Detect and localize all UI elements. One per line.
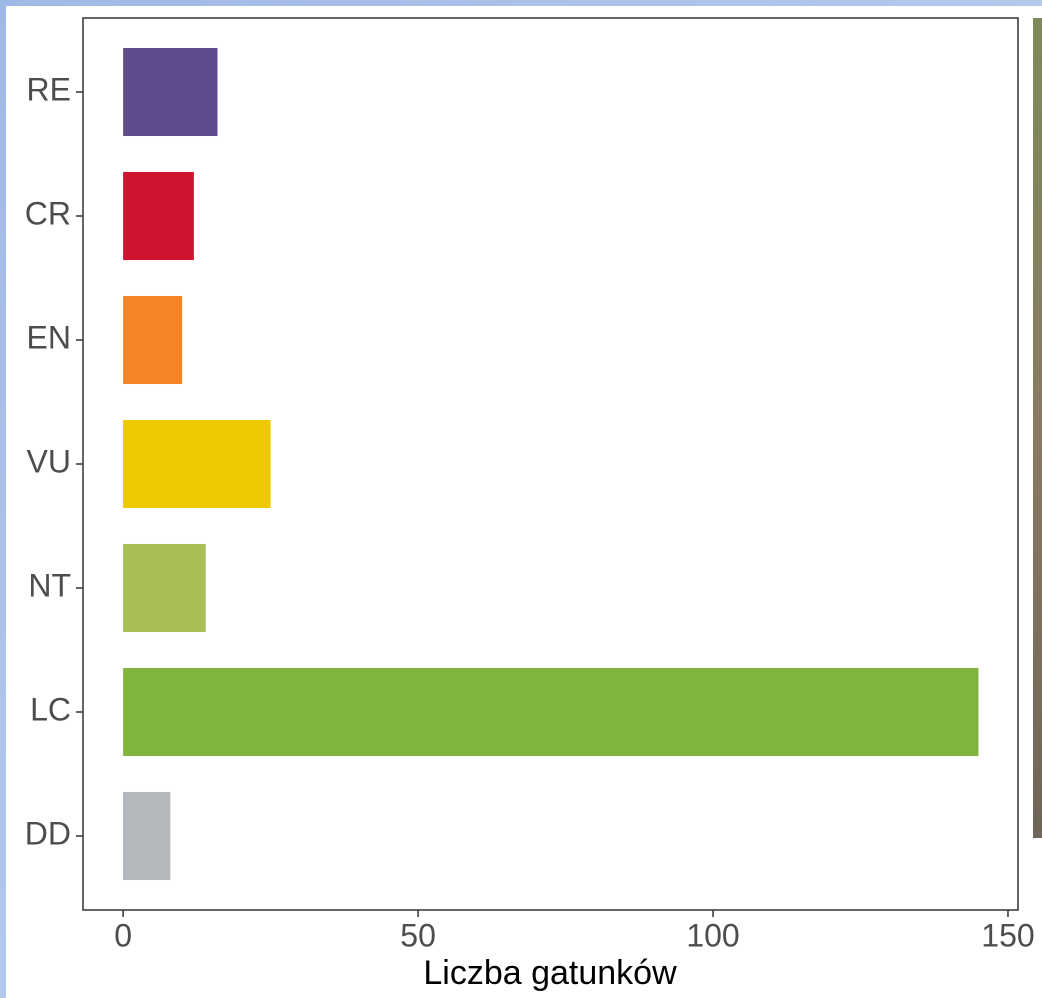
bar: [123, 543, 206, 633]
y-tick-label: LC: [30, 691, 71, 727]
x-tick-label: 0: [114, 917, 132, 953]
x-axis-label: Liczba gatunków: [423, 954, 677, 992]
y-tick-label: VU: [27, 443, 71, 479]
bar: [123, 47, 218, 137]
y-tick-label: DD: [25, 815, 71, 851]
bar: [123, 295, 183, 385]
bar: [123, 419, 271, 509]
bar: [123, 791, 171, 881]
bar: [123, 667, 979, 757]
y-tick-label: CR: [25, 195, 71, 231]
y-tick-label: EN: [27, 319, 71, 355]
bar: [123, 171, 194, 261]
photo-edge: [1033, 18, 1042, 838]
x-tick-label: 50: [400, 917, 436, 953]
y-tick-label: RE: [27, 71, 71, 107]
y-tick-label: NT: [28, 567, 71, 603]
x-tick-label: 100: [686, 917, 739, 953]
x-tick-label: 150: [981, 917, 1034, 953]
